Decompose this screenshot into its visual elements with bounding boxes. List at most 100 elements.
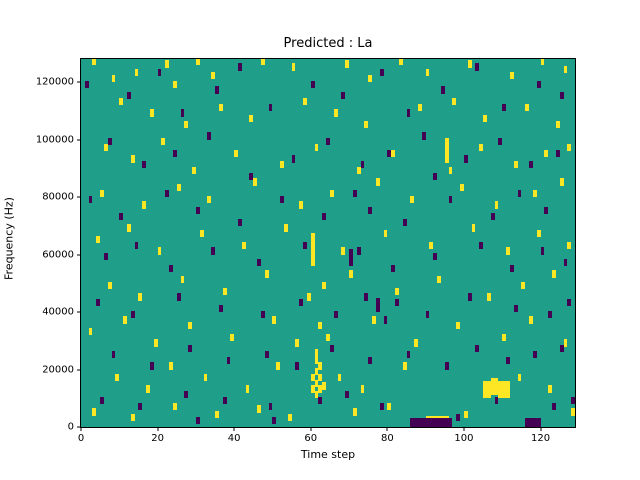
heatmap-cell-purple: [126, 92, 131, 100]
heatmap-cell-yellow: [249, 115, 254, 123]
heatmap-cell-yellow: [92, 59, 97, 65]
heatmap-cell-yellow: [471, 224, 476, 232]
heatmap-cell-purple: [433, 172, 438, 180]
heatmap-cell-yellow: [123, 316, 127, 324]
heatmap-cell-yellow: [544, 149, 549, 157]
heatmap-cell-yellow: [337, 373, 342, 381]
heatmap-cell-purple: [165, 189, 170, 197]
heatmap-cell-yellow: [540, 59, 545, 65]
heatmap-cell-yellow: [314, 349, 319, 364]
heatmap-cell-purple: [280, 195, 284, 203]
heatmap-cell-yellow: [425, 69, 430, 77]
heatmap-cell-yellow: [142, 201, 147, 209]
heatmap-cell-purple: [467, 293, 472, 301]
heatmap-cell-purple: [268, 103, 273, 111]
x-tick-mark: [386, 427, 388, 431]
y-tick-mark: [77, 81, 81, 83]
x-tick-label: 100: [454, 433, 474, 444]
heatmap-cell-yellow: [310, 373, 315, 381]
heatmap-cell-yellow: [536, 230, 541, 238]
x-tick-label: 0: [77, 433, 85, 444]
heatmap-cell-yellow: [107, 281, 112, 289]
heatmap-cell-purple: [184, 391, 189, 399]
heatmap-cell-yellow: [490, 378, 499, 396]
y-tick-label: 20000: [42, 364, 74, 375]
heatmap-cell-purple: [387, 149, 392, 157]
heatmap-cell-purple: [188, 345, 193, 353]
y-tick-label: 0: [67, 421, 74, 433]
heatmap-cell-yellow: [571, 408, 575, 416]
y-tick-label: 80000: [42, 191, 74, 203]
heatmap-cell-purple: [103, 253, 108, 261]
heatmap-cell-purple: [391, 264, 395, 272]
heatmap-cell-purple: [249, 172, 254, 180]
heatmap-cell-purple: [349, 248, 353, 266]
heatmap-cell-yellow: [429, 241, 434, 249]
heatmap-cell-yellow: [567, 241, 572, 249]
heatmap-cell-yellow: [486, 293, 491, 301]
heatmap-canvas: [81, 59, 575, 427]
heatmap-cell-yellow: [100, 189, 104, 197]
heatmap-cell-yellow: [548, 385, 553, 393]
heatmap-cell-purple: [433, 253, 438, 261]
heatmap-cell-purple: [238, 63, 242, 71]
heatmap-cell-yellow: [299, 201, 304, 209]
heatmap-cell-purple: [195, 416, 200, 425]
y-tick-label: 40000: [42, 306, 74, 318]
heatmap-cell-yellow: [192, 166, 196, 174]
heatmap-cell-yellow: [310, 240, 315, 266]
heatmap-cell-purple: [88, 195, 93, 203]
heatmap-cell-yellow: [119, 97, 124, 105]
heatmap-cell-purple: [264, 350, 269, 358]
heatmap-cell-purple: [532, 350, 537, 358]
y-tick-mark: [77, 139, 81, 140]
heatmap-cell-yellow: [172, 402, 177, 410]
heatmap-cell-yellow: [276, 362, 281, 370]
heatmap-cell-purple: [226, 356, 231, 364]
heatmap-cell-yellow: [257, 405, 261, 413]
x-tick-label: 80: [380, 433, 394, 444]
heatmap-cell-purple: [498, 138, 503, 146]
x-tick-mark: [233, 427, 235, 431]
heatmap-cell-purple: [333, 310, 338, 318]
heatmap-cell-purple: [322, 212, 327, 220]
y-tick-mark: [77, 196, 81, 198]
heatmap-cell-purple: [157, 69, 162, 77]
heatmap-cell-purple: [107, 138, 112, 146]
heatmap-cell-purple: [406, 109, 411, 117]
heatmap-cell-yellow: [414, 339, 418, 347]
heatmap-cell-purple: [456, 414, 461, 422]
heatmap-cell-purple: [222, 396, 227, 404]
y-tick-mark: [77, 426, 81, 428]
heatmap-cell-purple: [138, 402, 143, 410]
heatmap-cell-yellow: [410, 195, 415, 203]
x-tick-label: 120: [530, 433, 551, 444]
heatmap-cell-purple: [272, 416, 277, 425]
heatmap-cell-purple: [215, 86, 219, 94]
heatmap-cell-yellow: [318, 362, 323, 370]
heatmap-cell-purple: [448, 195, 453, 203]
heatmap-cell-purple: [395, 299, 399, 307]
heatmap-cell-purple: [559, 345, 564, 353]
heatmap-cell-yellow: [395, 287, 399, 295]
heatmap-cell-yellow: [525, 103, 530, 111]
heatmap-cell-yellow: [211, 71, 216, 80]
heatmap-cell-yellow: [203, 373, 208, 381]
heatmap-cell-purple: [291, 155, 296, 163]
heatmap-cell-purple: [260, 310, 265, 318]
heatmap-cell-purple: [345, 391, 350, 399]
heatmap-cell-purple: [257, 258, 261, 266]
heatmap-cell-purple: [555, 149, 560, 157]
y-tick-mark: [77, 311, 81, 313]
heatmap-cell-purple: [364, 293, 369, 301]
heatmap-cell-purple: [402, 218, 407, 226]
x-tick-mark: [463, 427, 465, 431]
heatmap-cell-purple: [111, 350, 116, 358]
heatmap-cell-purple: [563, 258, 568, 266]
heatmap-cell-yellow: [283, 224, 288, 232]
heatmap-cell-yellow: [318, 373, 323, 381]
heatmap-cell-purple: [180, 109, 185, 117]
heatmap-cell-yellow: [130, 414, 135, 422]
heatmap-cell-yellow: [310, 385, 315, 393]
